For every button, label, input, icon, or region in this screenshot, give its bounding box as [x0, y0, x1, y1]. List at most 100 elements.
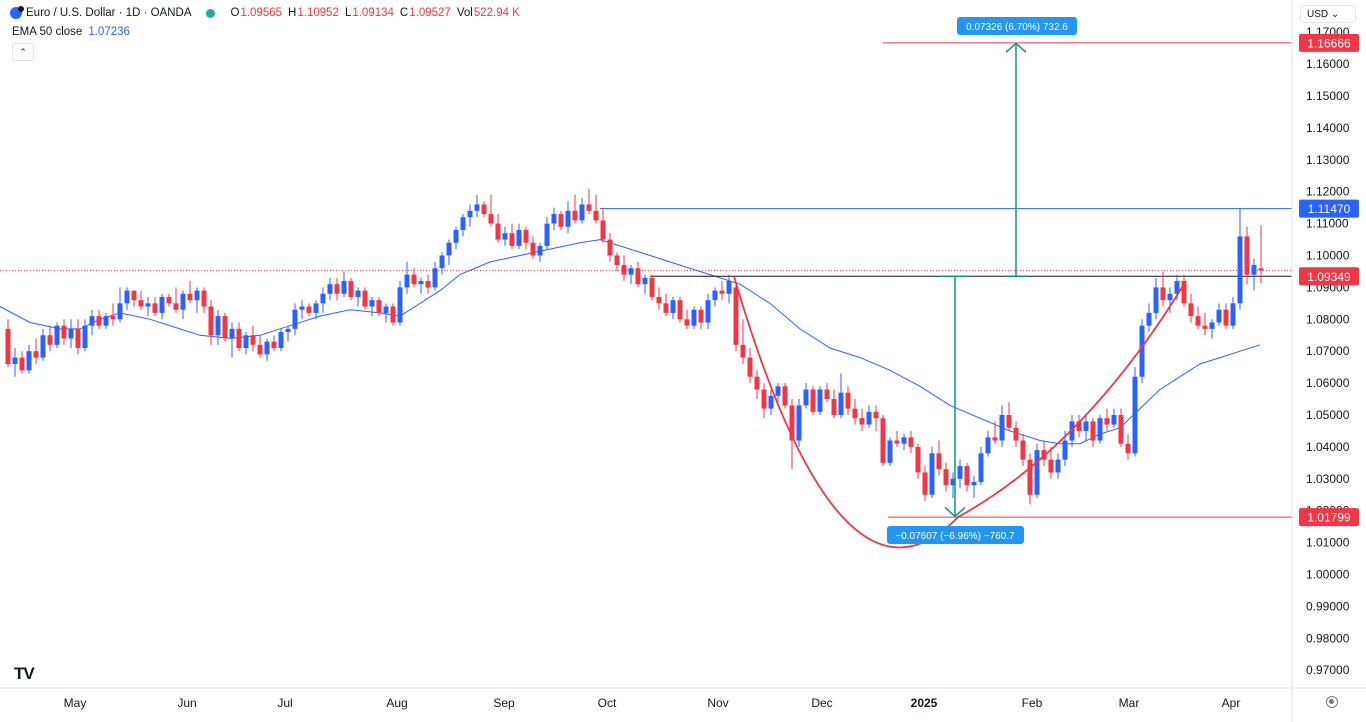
x-tick-label: Jul [277, 696, 292, 710]
measure-up-label-box [957, 17, 1077, 35]
candle-body [950, 478, 956, 486]
candle-body [425, 281, 431, 288]
candle-body [1125, 443, 1131, 454]
candle-body [159, 296, 165, 313]
price-tag-box [1299, 267, 1359, 286]
candle-body [523, 229, 529, 243]
candle-body [1181, 281, 1187, 304]
candle-body [985, 437, 991, 454]
candle-body [593, 210, 599, 221]
candle-body [565, 210, 571, 227]
currency-pair-icon [10, 6, 24, 19]
candle-body [845, 392, 851, 409]
candle-body [117, 303, 123, 320]
candle-body [1097, 418, 1103, 441]
candle-body [1195, 316, 1201, 326]
candle-body [215, 316, 221, 336]
y-tick-label: 1.11000 [1306, 217, 1349, 231]
candle-body [495, 223, 501, 240]
candle-body [418, 281, 424, 285]
price-tag-label: 1.11470 [1308, 202, 1351, 216]
candle-body [96, 316, 102, 326]
market-status-icon [205, 8, 215, 18]
price-tag-box [1299, 508, 1359, 527]
candle-body [530, 242, 536, 256]
candle-body [971, 481, 977, 486]
candle-body [1062, 440, 1068, 460]
x-tick-label: May [64, 696, 87, 710]
candle-body [348, 281, 354, 297]
y-tick-label: 1.08000 [1306, 312, 1350, 326]
candle-body [404, 274, 410, 288]
candle-body [474, 204, 480, 211]
candle-body [558, 214, 564, 227]
candle-body [432, 268, 438, 288]
candle-body [243, 335, 249, 349]
candle-body [635, 268, 641, 285]
candle-body [1216, 309, 1222, 323]
candle-body [68, 328, 74, 339]
y-tick-label: 0.98000 [1306, 631, 1350, 645]
candle-body [698, 309, 704, 323]
candle-body [75, 328, 81, 349]
candle-body [5, 328, 11, 364]
candle-body [229, 328, 235, 339]
y-tick-label: 1.15000 [1306, 89, 1350, 103]
candle-body [47, 335, 53, 345]
ema-legend[interactable]: EMA 50 close 1.07236 [12, 26, 130, 38]
candle-body [1230, 303, 1236, 326]
candle-body [1013, 427, 1019, 441]
candle-body [922, 472, 928, 495]
candle-body [1076, 421, 1082, 431]
candle-body [362, 290, 368, 307]
candle-body [264, 341, 270, 355]
candle-body [1139, 325, 1145, 377]
candle-body [789, 405, 795, 441]
candle-body [481, 204, 487, 215]
y-tick-label: 1.12000 [1306, 185, 1350, 199]
candle-body [670, 300, 676, 313]
measure-down-head [944, 506, 966, 518]
candle-body [1020, 440, 1026, 460]
candle-body [1146, 312, 1152, 326]
price-tag-box [1299, 33, 1359, 52]
candle-body [257, 344, 263, 355]
open-value: 1.09565 [240, 7, 283, 19]
candle-body [978, 453, 984, 482]
collapse-legend-button[interactable]: ⌃ [12, 43, 34, 61]
price-tag-box [1299, 199, 1359, 218]
y-tick-label: 1.05000 [1306, 408, 1350, 422]
price-tag-label: 1.01799 [1307, 511, 1351, 525]
candle-body [838, 392, 844, 415]
candle-body [236, 328, 242, 349]
candle-body [152, 303, 158, 313]
candle-body [1118, 415, 1124, 444]
candle-body [488, 214, 494, 224]
currency-select[interactable]: USD ⌄ [1300, 5, 1356, 23]
candle-body [824, 389, 830, 400]
candle-body [873, 411, 879, 419]
candle-body [929, 453, 935, 495]
candle-body [397, 287, 403, 323]
candle-body [1209, 322, 1215, 329]
symbol-title[interactable]: Euro / U.S. Dollar · 1D · OANDA [26, 7, 192, 19]
candle-body [383, 306, 389, 313]
candle-body [138, 300, 144, 307]
candle-body [880, 418, 886, 463]
candle-body [369, 300, 375, 307]
candle-body [726, 281, 732, 294]
candle-body [992, 437, 998, 441]
candle-body [754, 376, 760, 390]
candle-body [964, 466, 970, 486]
price-tag-label: 1.16666 [1307, 36, 1351, 50]
settings-gear-icon[interactable] [1326, 696, 1338, 708]
close-value: 1.09527 [409, 7, 451, 19]
candle-body [1258, 268, 1264, 271]
candle-body [516, 229, 522, 246]
candle-body [453, 229, 459, 243]
tradingview-logo[interactable]: TV [14, 664, 35, 683]
candle-body [719, 290, 725, 294]
candle-body [677, 300, 683, 320]
candle-body [166, 296, 172, 304]
